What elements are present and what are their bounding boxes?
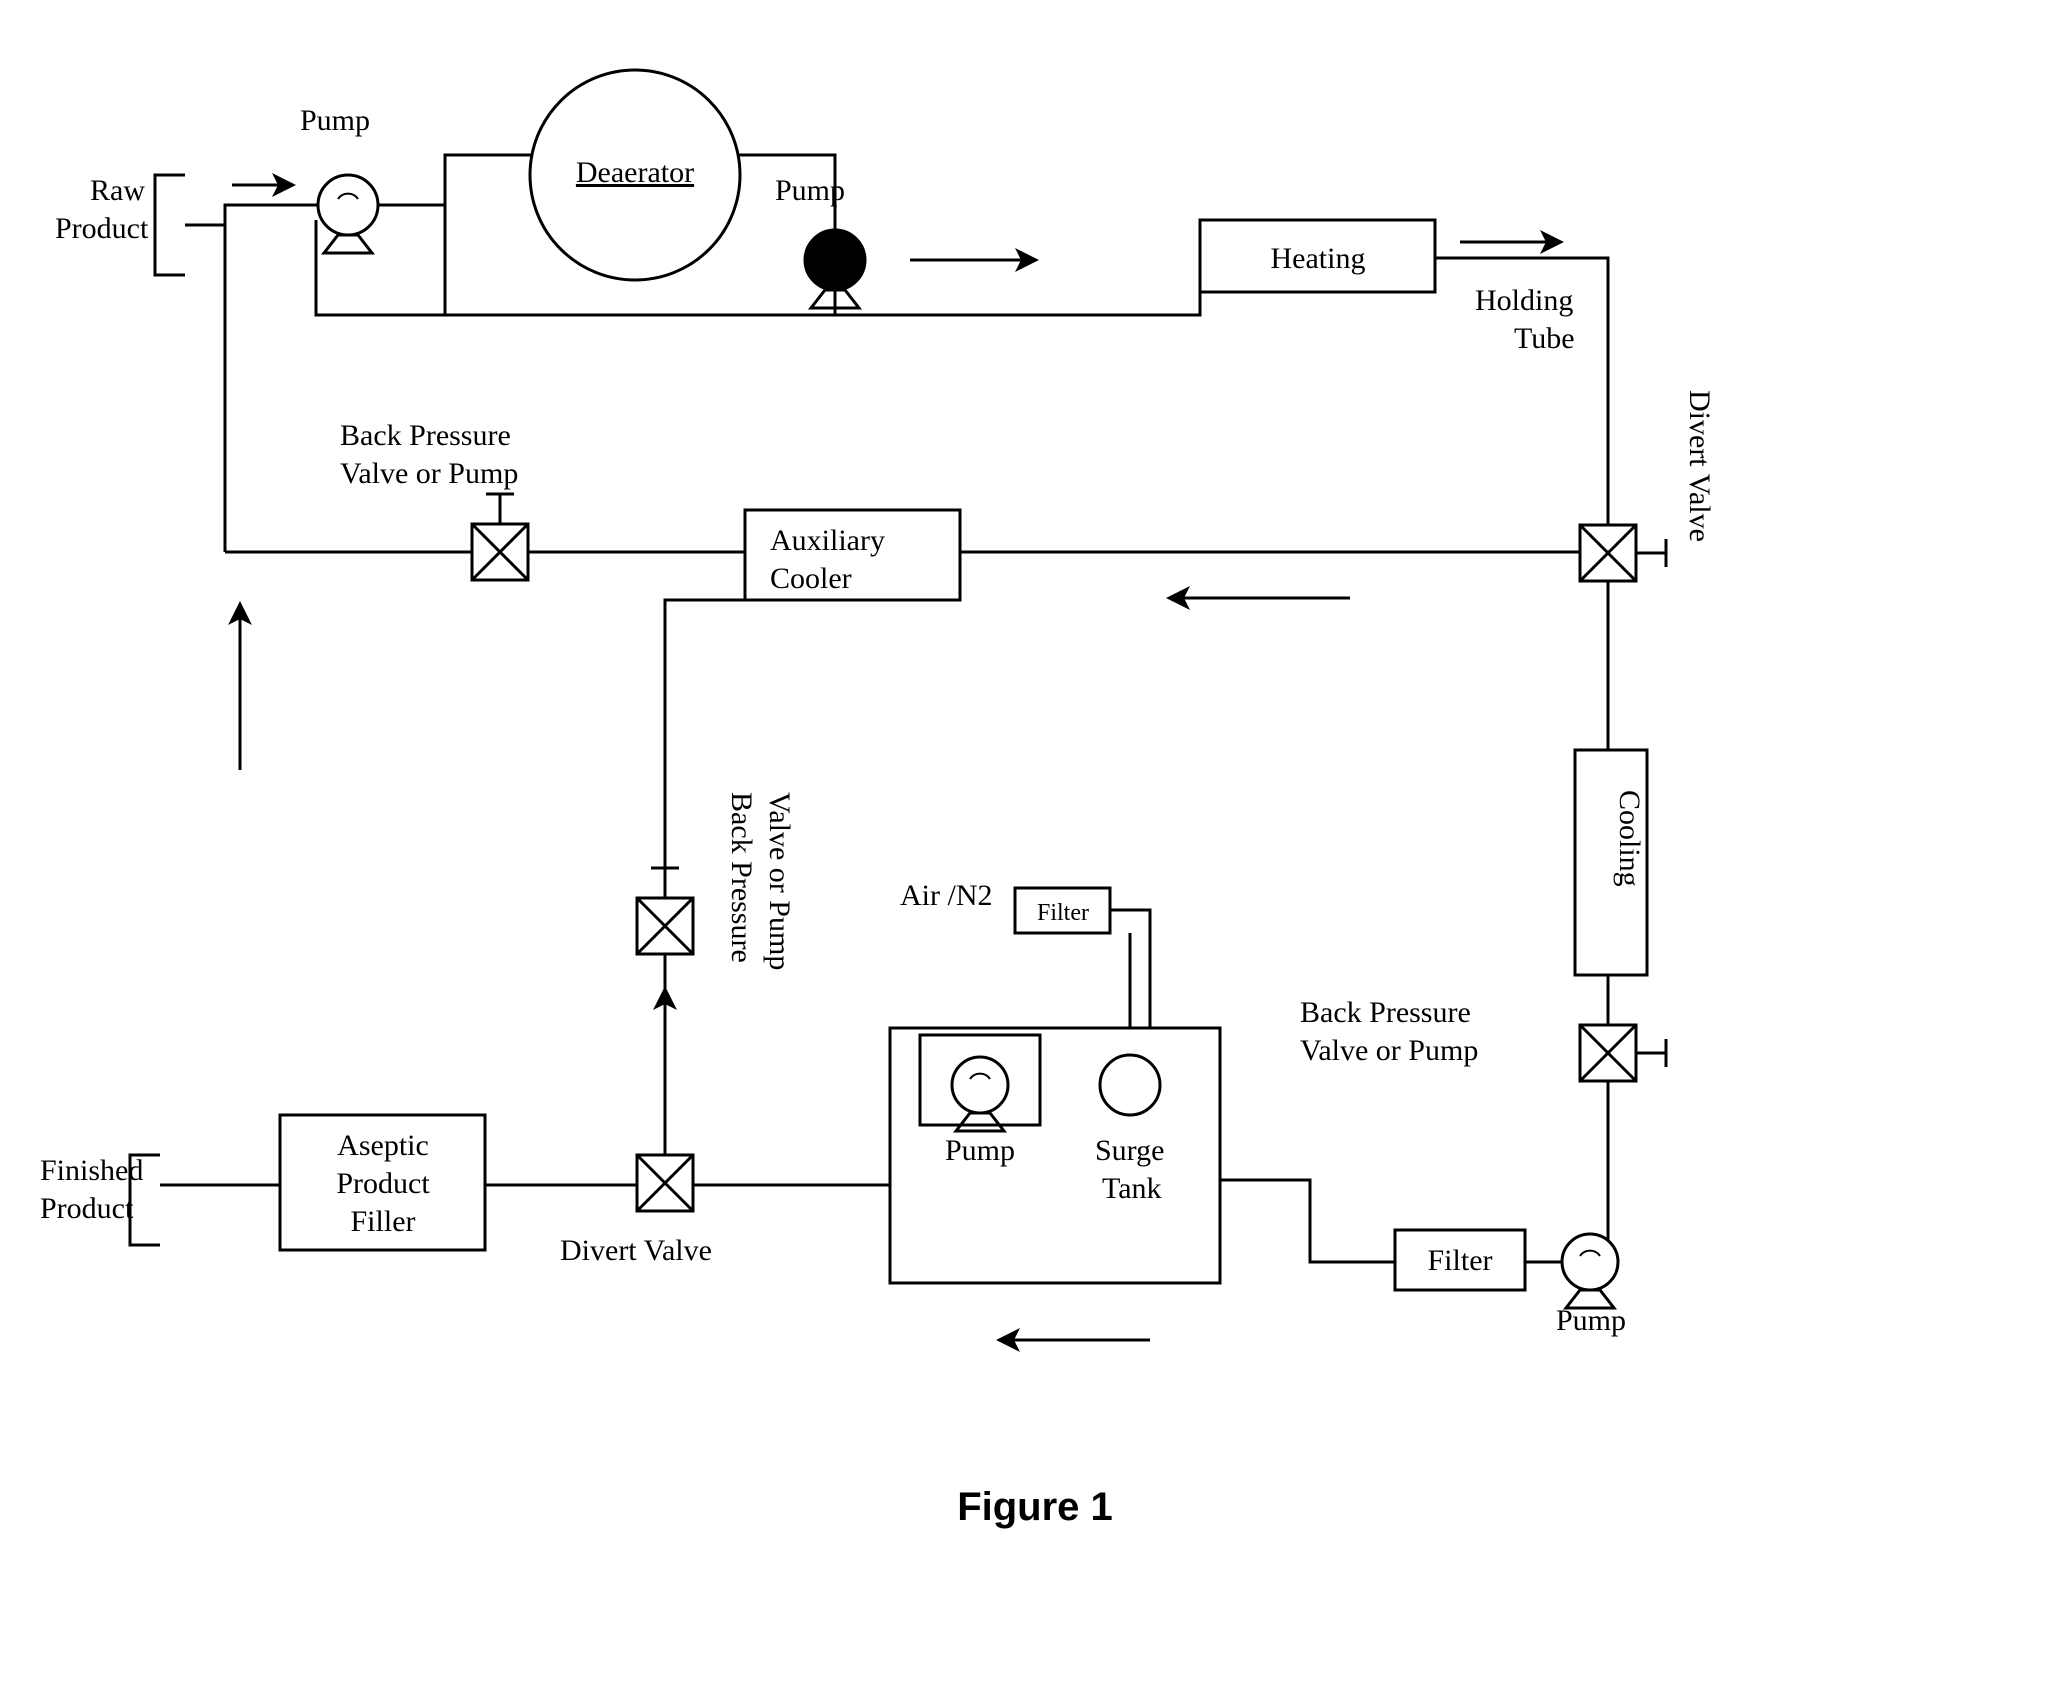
label-aux-cooler-l2: Cooler bbox=[770, 562, 852, 595]
label-bp-vert-l2: Valve or Pump bbox=[763, 792, 796, 970]
label-aseptic-l3: Filler bbox=[351, 1205, 416, 1238]
label-divert-valve-right: Divert Valve bbox=[1683, 390, 1716, 542]
label-aseptic-l1: Aseptic bbox=[337, 1129, 429, 1162]
label-bp-top-l2: Valve or Pump bbox=[340, 457, 518, 490]
label-filter-small: Filter bbox=[1037, 900, 1089, 926]
label-surge-tank-l1: Surge bbox=[1095, 1134, 1164, 1167]
label-pump-top: Pump bbox=[300, 104, 370, 137]
label-bp-vert-l1: Back Pressure bbox=[725, 792, 758, 963]
label-raw-product-l1: Raw bbox=[90, 174, 145, 207]
label-pump-bottom: Pump bbox=[1556, 1304, 1626, 1337]
label-finished-l1: Finished bbox=[40, 1154, 143, 1187]
label-pump-mid: Pump bbox=[775, 174, 845, 207]
label-holding-l2: Tube bbox=[1514, 322, 1575, 355]
label-surge-tank-l2: Tank bbox=[1102, 1172, 1162, 1205]
label-raw-product-l2: Product bbox=[55, 212, 149, 245]
label-aseptic-l2: Product bbox=[336, 1167, 430, 1200]
label-divert-bottom: Divert Valve bbox=[560, 1234, 712, 1267]
label-holding-l1: Holding bbox=[1475, 284, 1573, 317]
label-heating: Heating bbox=[1271, 242, 1366, 275]
label-bp-right-l1: Back Pressure bbox=[1300, 996, 1471, 1029]
label-deaerator: Deaerator bbox=[576, 156, 694, 189]
label-air-n2: Air /N2 bbox=[900, 879, 993, 912]
label-bp-top-l1: Back Pressure bbox=[340, 419, 511, 452]
label-cooling: Cooling bbox=[1613, 790, 1646, 887]
label-bp-right-l2: Valve or Pump bbox=[1300, 1034, 1478, 1067]
label-filter-box: Filter bbox=[1428, 1244, 1493, 1277]
label-aux-cooler-l1: Auxiliary bbox=[770, 524, 885, 557]
label-finished-l2: Product bbox=[40, 1192, 134, 1225]
label-surge-pump: Pump bbox=[945, 1134, 1015, 1167]
figure-title: Figure 1 bbox=[957, 1485, 1113, 1529]
